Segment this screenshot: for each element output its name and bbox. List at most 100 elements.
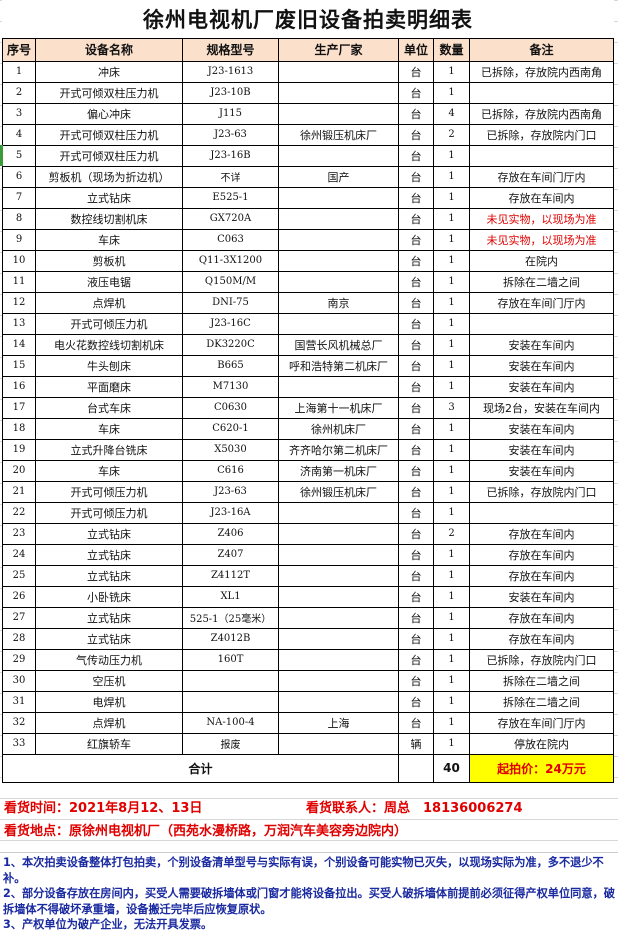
row-number-cell[interactable]: 9 [2, 228, 36, 251]
quantity-cell[interactable]: 1 [433, 186, 470, 209]
equipment-name-cell[interactable]: 气传动压力机 [35, 648, 183, 671]
manufacturer-cell[interactable] [278, 60, 399, 83]
remark-cell[interactable]: 停放在院内 [468, 732, 615, 755]
manufacturer-cell[interactable] [278, 186, 399, 209]
unit-cell[interactable]: 台 [398, 165, 434, 188]
model-cell[interactable]: J23-16C [182, 312, 279, 335]
row-number-cell[interactable]: 29 [2, 648, 36, 671]
manufacturer-cell[interactable] [278, 228, 399, 251]
row-number-cell[interactable]: 6 [2, 165, 36, 188]
remark-cell[interactable]: 拆除在二墙之间 [468, 669, 615, 692]
model-cell[interactable]: C063 [182, 228, 279, 251]
remark-cell[interactable]: 已拆除，存放院内西南角 [468, 102, 615, 125]
row-number-cell[interactable]: 10 [2, 249, 36, 272]
remark-cell[interactable]: 存放在车间门厅内 [468, 165, 615, 188]
equipment-name-cell[interactable]: 立式钻床 [35, 543, 183, 566]
unit-cell[interactable]: 台 [398, 123, 434, 146]
row-number-cell[interactable]: 28 [2, 627, 36, 650]
unit-cell[interactable]: 台 [398, 81, 434, 104]
column-header[interactable]: 序号 [2, 37, 36, 62]
row-number-cell[interactable]: 4 [2, 123, 36, 146]
quantity-cell[interactable]: 1 [433, 291, 470, 314]
row-number-cell[interactable]: 30 [2, 669, 36, 692]
manufacturer-cell[interactable]: 呼和浩特第二机床厂 [278, 354, 399, 377]
unit-cell[interactable]: 辆 [398, 732, 434, 755]
remark-cell[interactable] [468, 81, 615, 104]
manufacturer-cell[interactable]: 国营长风机械总厂 [278, 333, 399, 356]
manufacturer-cell[interactable]: 徐州锻压机床厂 [278, 480, 399, 503]
unit-cell[interactable]: 台 [398, 711, 434, 734]
manufacturer-cell[interactable] [278, 690, 399, 713]
column-header[interactable]: 单位 [398, 37, 434, 62]
model-cell[interactable]: DNI-75 [182, 291, 279, 314]
row-number-cell[interactable]: 7 [2, 186, 36, 209]
equipment-name-cell[interactable]: 开式可倾双柱压力机 [35, 144, 183, 167]
model-cell[interactable]: 不详 [182, 165, 279, 188]
model-cell[interactable]: J115 [182, 102, 279, 125]
equipment-name-cell[interactable]: 立式钻床 [35, 606, 183, 629]
total-quantity[interactable]: 40 [433, 753, 470, 783]
manufacturer-cell[interactable] [278, 585, 399, 608]
quantity-cell[interactable]: 1 [433, 711, 470, 734]
model-cell[interactable]: J23-10B [182, 81, 279, 104]
equipment-name-cell[interactable]: 点焊机 [35, 291, 183, 314]
unit-cell[interactable]: 台 [398, 501, 434, 524]
model-cell[interactable]: J23-63 [182, 480, 279, 503]
model-cell[interactable]: Q11-3X1200 [182, 249, 279, 272]
equipment-name-cell[interactable]: 红旗轿车 [35, 732, 183, 755]
column-header[interactable]: 数量 [433, 37, 470, 62]
model-cell[interactable]: X5030 [182, 438, 279, 461]
equipment-name-cell[interactable]: 台式车床 [35, 396, 183, 419]
manufacturer-cell[interactable]: 徐州锻压机床厂 [278, 123, 399, 146]
model-cell[interactable]: J23-16A [182, 501, 279, 524]
unit-cell[interactable]: 台 [398, 690, 434, 713]
unit-cell[interactable]: 台 [398, 459, 434, 482]
model-cell[interactable] [182, 669, 279, 692]
unit-cell[interactable]: 台 [398, 144, 434, 167]
remark-cell[interactable]: 存放在车间内 [468, 543, 615, 566]
row-number-cell[interactable]: 2 [2, 81, 36, 104]
manufacturer-cell[interactable]: 南京 [278, 291, 399, 314]
model-cell[interactable]: NA-100-4 [182, 711, 279, 734]
manufacturer-cell[interactable] [278, 144, 399, 167]
remark-cell[interactable]: 安装在车间内 [468, 375, 615, 398]
equipment-name-cell[interactable]: 平面磨床 [35, 375, 183, 398]
manufacturer-cell[interactable] [278, 606, 399, 629]
model-cell[interactable]: J23-63 [182, 123, 279, 146]
manufacturer-cell[interactable] [278, 669, 399, 692]
remark-cell[interactable]: 安装在车间内 [468, 585, 615, 608]
model-cell[interactable]: XL1 [182, 585, 279, 608]
remark-cell[interactable]: 拆除在二墙之间 [468, 270, 615, 293]
unit-cell[interactable]: 台 [398, 627, 434, 650]
equipment-name-cell[interactable]: 立式钻床 [35, 627, 183, 650]
equipment-name-cell[interactable]: 偏心冲床 [35, 102, 183, 125]
column-header[interactable]: 规格型号 [182, 37, 279, 62]
quantity-cell[interactable]: 1 [433, 228, 470, 251]
model-cell[interactable]: DK3220C [182, 333, 279, 356]
remark-cell[interactable]: 存放在车间内 [468, 606, 615, 629]
row-number-cell[interactable]: 8 [2, 207, 36, 230]
remark-cell[interactable]: 存放在车间内 [468, 627, 615, 650]
quantity-cell[interactable]: 1 [433, 564, 470, 587]
row-number-cell[interactable]: 23 [2, 522, 36, 545]
manufacturer-cell[interactable]: 上海第十一机床厂 [278, 396, 399, 419]
remark-cell[interactable]: 安装在车间内 [468, 438, 615, 461]
row-number-cell[interactable]: 3 [2, 102, 36, 125]
model-cell[interactable]: 160T [182, 648, 279, 671]
row-number-cell[interactable]: 12 [2, 291, 36, 314]
remark-cell[interactable]: 已拆除，存放院内门口 [468, 648, 615, 671]
unit-cell[interactable]: 台 [398, 480, 434, 503]
remark-cell[interactable]: 存放在车间门厅内 [468, 291, 615, 314]
unit-cell[interactable]: 台 [398, 354, 434, 377]
row-number-cell[interactable]: 14 [2, 333, 36, 356]
remark-cell[interactable] [468, 144, 615, 167]
quantity-cell[interactable]: 1 [433, 60, 470, 83]
equipment-name-cell[interactable]: 电火花数控线切割机床 [35, 333, 183, 356]
equipment-name-cell[interactable]: 开式可倾双柱压力机 [35, 123, 183, 146]
notes-box[interactable]: 1、本次拍卖设备整体打包拍卖，个别设备清单型号与实际有误，个别设备可能实物已灭失… [0, 852, 618, 931]
quantity-cell[interactable]: 1 [433, 669, 470, 692]
remark-cell[interactable]: 已拆除，存放院内西南角 [468, 60, 615, 83]
row-number-cell[interactable]: 32 [2, 711, 36, 734]
model-cell[interactable]: GX720A [182, 207, 279, 230]
equipment-name-cell[interactable]: 点焊机 [35, 711, 183, 734]
